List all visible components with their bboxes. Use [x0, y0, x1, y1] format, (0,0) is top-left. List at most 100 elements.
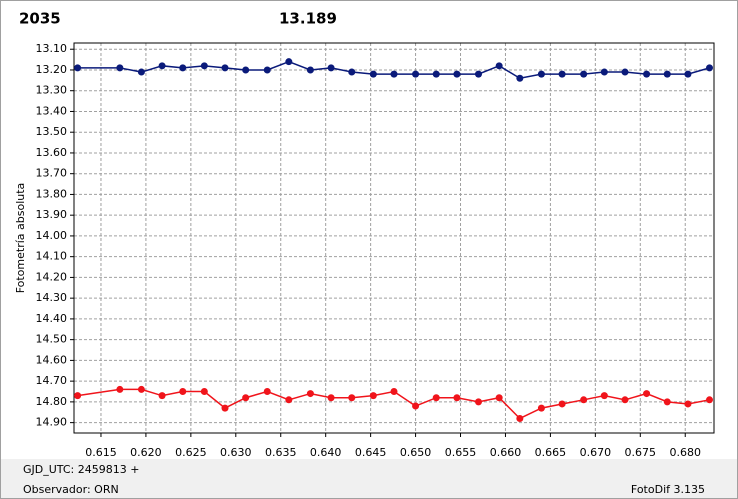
data-point — [600, 392, 608, 400]
y-tick-label: 13.80 — [36, 187, 68, 200]
x-tick-label: 0.665 — [535, 446, 567, 459]
data-point — [221, 404, 229, 412]
data-point — [432, 70, 440, 78]
data-point — [495, 62, 503, 70]
y-tick-label: 14.60 — [36, 353, 68, 366]
data-point — [412, 70, 420, 78]
data-point — [621, 68, 629, 76]
y-tick-label: 14.50 — [36, 333, 68, 346]
data-point — [348, 394, 356, 402]
data-point — [453, 394, 461, 402]
data-point — [643, 70, 651, 78]
footer-text: FotoDif 3.135 — [630, 483, 705, 496]
data-point — [390, 388, 398, 396]
y-tick-label: 13.40 — [36, 104, 68, 117]
x-tick-label: 0.670 — [580, 446, 612, 459]
y-tick-label: 14.80 — [36, 395, 68, 408]
data-point — [558, 70, 566, 78]
data-point — [580, 396, 588, 404]
footer: GJD_UTC: 2459813 + Observador: ORN FotoD… — [1, 459, 737, 498]
y-tick-label: 14.40 — [36, 312, 68, 325]
data-point — [179, 64, 187, 72]
footer-text: Observador: ORN — [23, 483, 119, 496]
data-point — [706, 64, 714, 72]
data-point — [516, 414, 524, 422]
data-point — [412, 402, 420, 410]
data-point — [369, 70, 377, 78]
chart: 2035 13.189 Fotometría absoluta 13.10 13.… — [1, 1, 737, 459]
footer-text: GJD_UTC: 2459813 + — [23, 463, 140, 476]
data-point — [600, 68, 608, 76]
data-point — [137, 68, 145, 76]
data-point — [537, 70, 545, 78]
data-point — [516, 74, 524, 82]
data-point — [306, 66, 314, 74]
data-point — [242, 394, 250, 402]
x-tick-label: 0.650 — [400, 446, 432, 459]
data-point — [621, 396, 629, 404]
data-point — [327, 394, 335, 402]
x-tick-label: 0.655 — [445, 446, 477, 459]
series-line — [77, 388, 710, 420]
data-point — [474, 70, 482, 78]
y-tick-label: 14.70 — [36, 374, 68, 387]
data-point — [200, 62, 208, 70]
data-point — [684, 400, 692, 408]
y-tick-label: 14.20 — [36, 270, 68, 283]
plot-border — [73, 42, 715, 434]
data-point — [643, 390, 651, 398]
y-tick-label: 13.60 — [36, 146, 68, 159]
data-point — [158, 392, 166, 400]
y-tick-label: 14.10 — [36, 250, 68, 263]
x-tick-label: 0.635 — [265, 446, 297, 459]
data-point — [474, 398, 482, 406]
data-point — [242, 66, 250, 74]
data-point — [74, 64, 82, 72]
data-point — [158, 62, 166, 70]
data-point — [221, 64, 229, 72]
data-point — [369, 392, 377, 400]
data-point — [663, 398, 671, 406]
x-tick-label: 0.630 — [220, 446, 252, 459]
data-point — [432, 394, 440, 402]
data-point — [390, 70, 398, 78]
data-point — [285, 58, 293, 66]
y-tick-label: 13.70 — [36, 167, 68, 180]
data-point — [116, 64, 124, 72]
data-point — [263, 388, 271, 396]
x-tick-label: 0.680 — [669, 446, 701, 459]
data-point — [116, 385, 124, 393]
y-tick-label: 13.50 — [36, 125, 68, 138]
y-tick-label: 14.00 — [36, 229, 68, 242]
y-axis-label: Fotometría absoluta — [14, 183, 27, 294]
data-point — [285, 396, 293, 404]
y-tick-label: 13.10 — [36, 42, 68, 55]
data-point — [348, 68, 356, 76]
data-point — [200, 388, 208, 396]
data-point — [558, 400, 566, 408]
data-point — [537, 404, 545, 412]
y-tick-label: 13.90 — [36, 208, 68, 221]
y-tick-label: 13.20 — [36, 63, 68, 76]
data-point — [137, 385, 145, 393]
x-tick-label: 0.615 — [85, 446, 117, 459]
data-point — [706, 396, 714, 404]
header-value: 2035 — [19, 10, 61, 28]
data-point — [263, 66, 271, 74]
data-point — [327, 64, 335, 72]
plot-area — [74, 43, 714, 433]
data-point — [179, 388, 187, 396]
x-tick-label: 0.625 — [175, 446, 207, 459]
data-point — [580, 70, 588, 78]
data-point — [74, 392, 82, 400]
header-value: 13.189 — [279, 10, 337, 28]
data-point — [453, 70, 461, 78]
x-tick-label: 0.660 — [490, 446, 522, 459]
x-tick-label: 0.640 — [310, 446, 342, 459]
x-tick-label: 0.675 — [625, 446, 657, 459]
data-point — [495, 394, 503, 402]
data-point — [306, 390, 314, 398]
x-tick-label: 0.645 — [355, 446, 387, 459]
x-tick-label: 0.620 — [130, 446, 162, 459]
